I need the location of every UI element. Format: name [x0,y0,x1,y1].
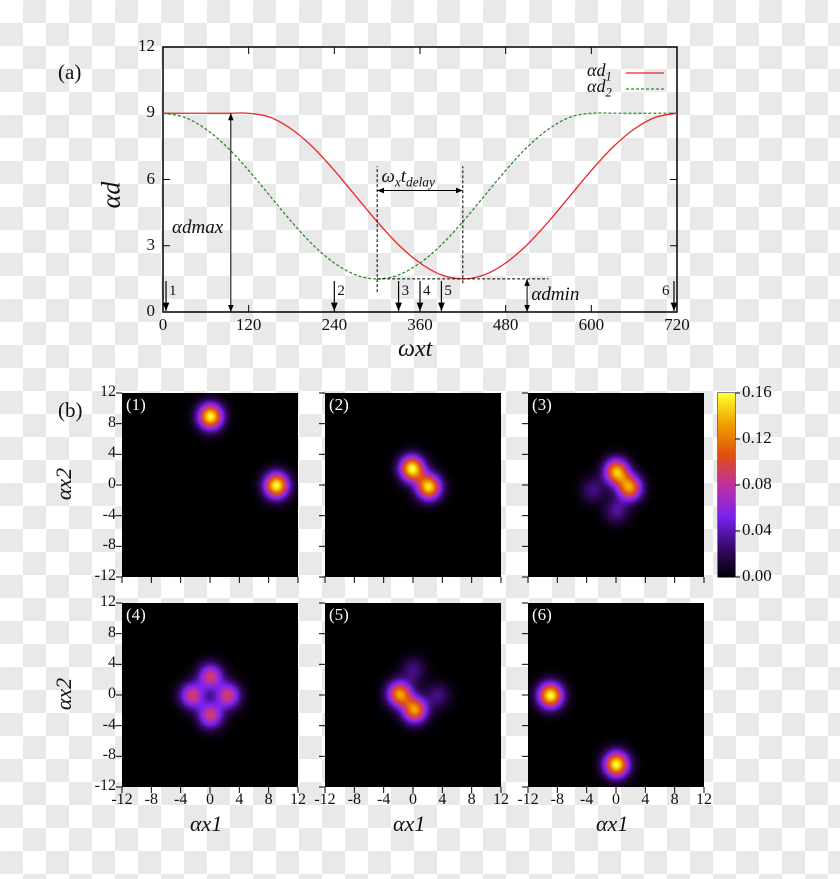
x-tick-label: 0 [612,791,620,808]
time-marker-label-3: 3 [401,283,410,300]
x-tick-label: 600 [578,315,605,334]
x-tick-label: 720 [664,315,690,334]
x-tick-label: -8 [550,791,564,808]
x-tick-label: 4 [641,791,650,808]
y-tick-label: -8 [102,536,116,554]
x-tick-label: 4 [438,791,447,808]
x-tick-label: 360 [407,315,433,334]
y-axis-label: αx2 [51,677,77,711]
y-tick-label: -4 [102,715,116,733]
time-marker-label-4: 4 [423,283,431,300]
time-marker-label-2: 2 [337,283,345,300]
x-tick-label: -8 [347,791,361,808]
y-tick-label: 4 [108,654,116,672]
y-axis-label: αx2 [51,467,77,501]
x-tick-label: -12 [517,791,539,808]
colorbar-tick-label: 0.08 [742,474,772,493]
y-tick-label: 4 [108,444,116,462]
x-tick-label: 0 [206,791,214,808]
series-line-1 [163,112,678,280]
panel-label-4: (4) [126,605,146,624]
x-tick-label: 0 [409,791,417,808]
heatmap-panel-3 [528,393,704,577]
d-min-label: αdmin [531,284,580,306]
colorbar [718,393,735,577]
x-axis-label: αx1 [596,811,629,836]
panel-a-label: (a) [58,60,82,84]
x-tick-label: -12 [314,791,336,808]
y-tick-label: 3 [146,234,156,254]
x-tick-label: -4 [579,791,594,808]
y-tick-label: -8 [102,746,116,764]
x-tick-label: 12 [290,791,306,808]
y-tick-label: 9 [146,102,156,122]
x-tick-label: 0 [158,315,168,334]
heatmap-panel-1 [122,393,298,577]
y-tick-label: -4 [102,505,116,523]
panel-label-6: (6) [532,605,552,624]
x-tick-label: 8 [467,791,476,808]
y-tick-label: 8 [108,623,116,641]
colorbar-tick-label: 0.12 [742,428,772,447]
x-axis-label: αx1 [190,811,223,836]
x-tick-label: -4 [173,791,188,808]
y-tick-label: 6 [146,168,156,188]
y-tick-label: -12 [94,777,116,794]
time-marker-label-6: 6 [662,283,670,300]
panel-label-5: (5) [329,605,349,624]
colorbar-tick-label: 0.04 [742,520,772,539]
x-tick-label: 8 [264,791,273,808]
colorbar-tick-label: 0.16 [742,382,772,401]
x-tick-label: 12 [696,791,712,808]
heatmap-panel-4 [122,603,298,787]
heatmap-panel-6 [528,603,704,787]
y-tick-label: 12 [138,36,155,55]
heatmap-panel-2 [325,393,501,577]
y-tick-label: 8 [108,413,116,431]
x-tick-label: 480 [492,315,519,334]
heatmap-panel-5 [325,603,501,787]
x-axis-label: αx1 [393,811,426,836]
panel-b-label: (b) [58,398,83,422]
series-line-2 [162,112,677,280]
x-tick-label: -4 [376,791,391,808]
y-tick-label: 12 [100,593,116,610]
x-tick-label: 240 [321,315,348,334]
time-marker-label-1: 1 [169,283,177,300]
y-axis-label: αd [96,181,126,209]
x-axis-label: ωxt [398,336,433,362]
y-tick-label: 12 [100,383,116,400]
x-tick-label: 12 [493,791,509,808]
panel-label-2: (2) [329,395,349,414]
x-tick-label: -12 [111,791,133,808]
colorbar-tick-label: 0.00 [742,566,772,585]
delay-label: ωxtdelay [381,166,435,190]
d-max-label: αdmax [172,217,224,239]
x-tick-label: 120 [235,315,262,334]
time-marker-label-5: 5 [444,283,452,300]
y-tick-label: -12 [94,567,116,584]
y-tick-label: 0 [108,475,116,492]
x-tick-label: 4 [235,791,244,808]
panel-label-1: (1) [126,395,146,414]
x-tick-label: 8 [670,791,679,808]
legend-label-2: αd2 [587,76,612,100]
y-tick-label: 0 [108,685,116,702]
legend-label-1: αd1 [587,60,612,84]
x-tick-label: -8 [144,791,158,808]
panel-label-3: (3) [532,395,552,414]
y-tick-label: 0 [146,301,156,320]
